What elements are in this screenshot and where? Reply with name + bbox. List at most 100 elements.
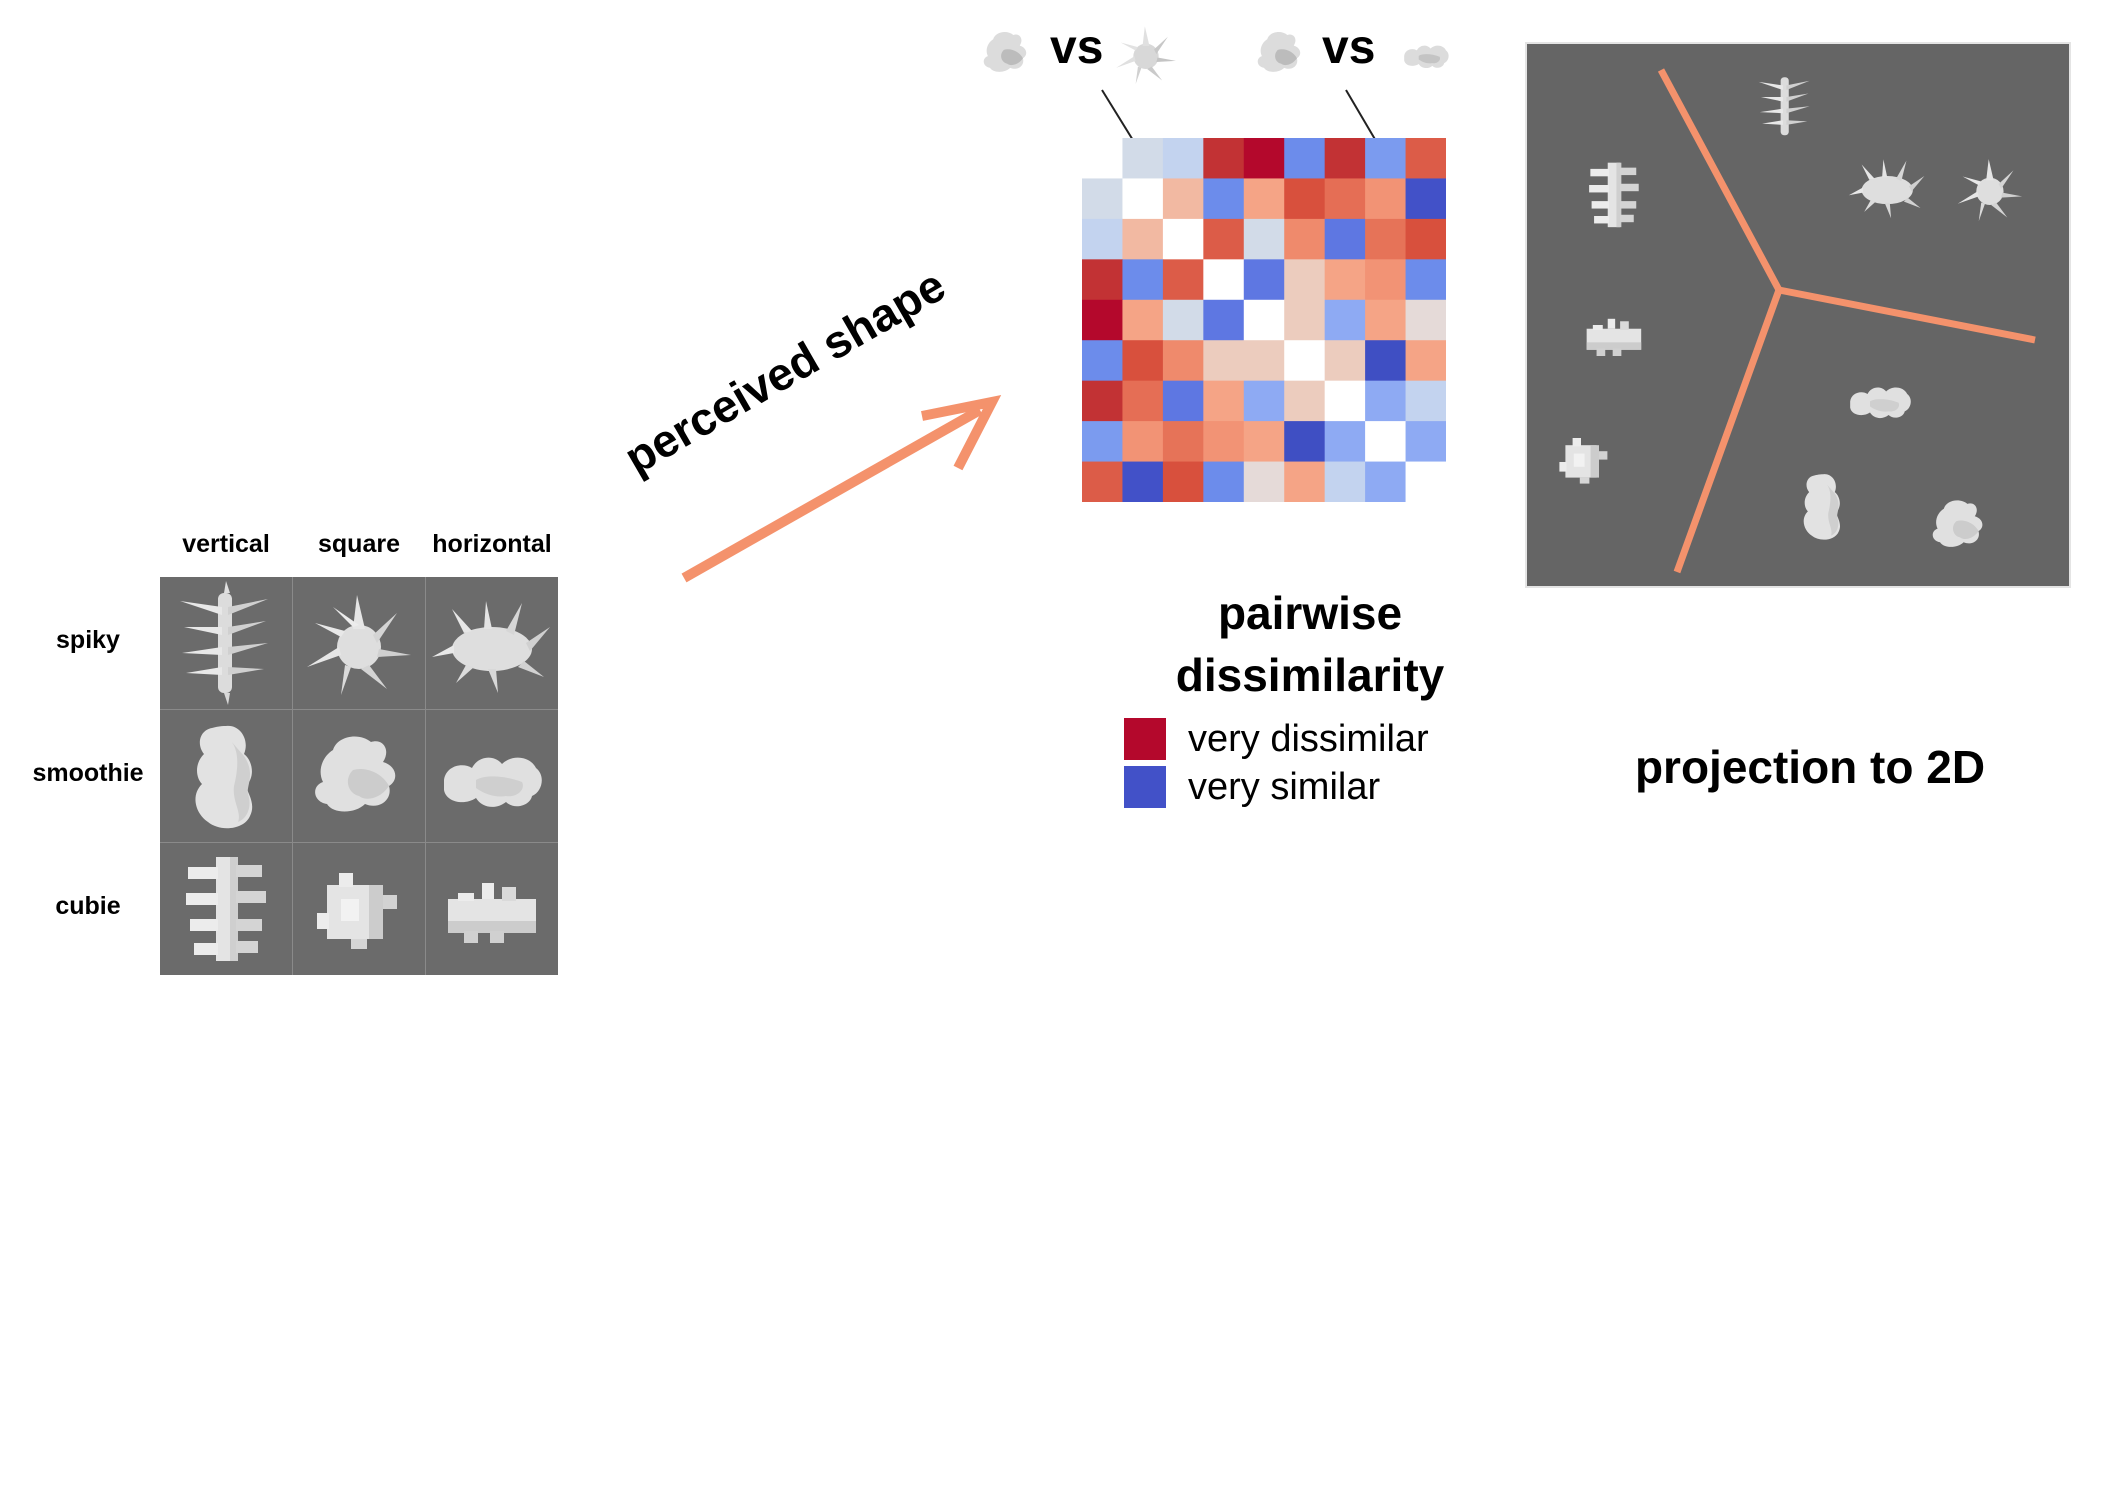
vs-label: vs: [1050, 21, 1104, 74]
heatmap-cell-7-1: [1122, 421, 1164, 463]
heatmap-cell-1-2: [1162, 178, 1204, 220]
heatmap-cell-6-8: [1405, 380, 1446, 422]
cubie-horizontal-icon: [448, 883, 536, 943]
heatmap-cell-6-0: [1082, 380, 1123, 422]
projection-panel: [1525, 42, 2071, 588]
heatmap-cell-5-2: [1162, 340, 1204, 382]
heatmap-cell-8-6: [1324, 461, 1366, 502]
legend-swatch-similar: [1124, 766, 1166, 808]
heatmap-cell-3-6: [1324, 259, 1366, 301]
heatmap-cell-0-8: [1405, 138, 1446, 179]
heatmap-cell-3-8: [1405, 259, 1446, 301]
smoothie-horizontal-icon: [1850, 387, 1911, 419]
heatmap-cell-0-1: [1122, 138, 1164, 179]
heatmap-cell-1-4: [1243, 178, 1285, 220]
heatmap-cell-3-2: [1162, 259, 1204, 301]
heatmap-cell-4-8: [1405, 299, 1446, 341]
heatmap-cell-8-7: [1365, 461, 1407, 502]
heatmap-cell-0-6: [1324, 138, 1366, 179]
column-header-square: square: [318, 530, 400, 558]
heatmap-cell-1-0: [1082, 178, 1123, 220]
heatmap-cell-8-1: [1122, 461, 1164, 502]
heatmap-cell-4-7: [1365, 299, 1407, 341]
heatmap-cell-4-2: [1162, 299, 1204, 341]
smoothie-square-icon: [315, 736, 396, 812]
smoothie-square-icon: [1932, 500, 1983, 547]
stimulus-grid: [160, 577, 558, 975]
heatmap-cell-4-0: [1082, 299, 1123, 341]
heatmap-cell-4-1: [1122, 299, 1164, 341]
projection-plot: [1559, 68, 2036, 574]
heatmap-cell-1-5: [1284, 178, 1326, 220]
heatmap-title: pairwise dissimilarity: [1175, 587, 1445, 701]
row-header-spiky: spiky: [56, 626, 120, 654]
heatmap-cell-5-5: [1284, 340, 1326, 382]
grid-divider: [425, 577, 426, 975]
heatmap-cell-3-3: [1203, 259, 1245, 301]
heatmap-cell-0-0: [1082, 138, 1123, 179]
heatmap-cell-6-6: [1324, 380, 1366, 422]
smoothie-square-icon: [983, 32, 1027, 72]
cubie-square-icon: [317, 873, 397, 949]
heatmap-cell-3-5: [1284, 259, 1326, 301]
heatmap-cell-6-2: [1162, 380, 1204, 422]
heatmap-cell-0-7: [1365, 138, 1407, 179]
projection-title: projection to 2D: [1634, 741, 1986, 793]
heatmap-cell-2-4: [1243, 218, 1285, 260]
column-header-horizontal: horizontal: [432, 530, 552, 558]
heatmap-cell-6-3: [1203, 380, 1245, 422]
heatmap-cell-4-4: [1243, 299, 1285, 341]
heatmap-cell-1-3: [1203, 178, 1245, 220]
heatmap-cell-7-2: [1162, 421, 1204, 463]
heatmap-cell-4-5: [1284, 299, 1326, 341]
heatmap-cell-2-7: [1365, 218, 1407, 260]
heatmap-cell-2-5: [1284, 218, 1326, 260]
heatmap-cell-5-6: [1324, 340, 1366, 382]
heatmap-cell-7-5: [1284, 421, 1326, 463]
grid-divider: [160, 709, 558, 710]
heatmap-cell-5-7: [1365, 340, 1407, 382]
smoothie-horizontal-icon: [1404, 45, 1449, 69]
legend-label-similar: very similar: [1188, 765, 1381, 808]
heatmap-cell-0-5: [1284, 138, 1326, 179]
heatmap-cell-1-7: [1365, 178, 1407, 220]
heatmap-cell-2-2: [1162, 218, 1204, 260]
heatmap-cell-2-1: [1122, 218, 1164, 260]
spiky-vertical-icon: [180, 581, 268, 705]
heatmap-cell-6-5: [1284, 380, 1326, 422]
heatmap-cell-2-6: [1324, 218, 1366, 260]
heatmap-cell-8-5: [1284, 461, 1326, 502]
heatmap-cell-5-4: [1243, 340, 1285, 382]
heatmap-cell-7-0: [1082, 421, 1123, 463]
cubie-vertical-icon: [186, 857, 266, 961]
heatmap-cell-5-8: [1405, 340, 1446, 382]
legend-swatch-dissimilar: [1124, 718, 1166, 760]
row-header-cubie: cubie: [55, 892, 121, 920]
dissimilarity-heatmap: [1082, 138, 1446, 502]
cubie-square-icon: [1559, 438, 1608, 484]
heatmap-cell-6-1: [1122, 380, 1164, 422]
heatmap-cell-0-3: [1203, 138, 1245, 179]
column-header-vertical: vertical: [182, 530, 270, 558]
spiky-square-icon: [1957, 159, 2023, 222]
heatmap-cell-5-1: [1122, 340, 1164, 382]
heatmap-cell-3-0: [1082, 259, 1123, 301]
heatmap-cell-0-2: [1162, 138, 1204, 179]
heatmap-cell-3-1: [1122, 259, 1164, 301]
legend-label-dissimilar: very dissimilar: [1188, 717, 1429, 760]
smoothie-square-icon: [1257, 32, 1301, 72]
heatmap-cell-8-2: [1162, 461, 1204, 502]
grid-divider: [292, 577, 293, 975]
heatmap-cell-8-8: [1405, 461, 1446, 502]
heatmap-cell-8-3: [1203, 461, 1245, 502]
heatmap-cell-7-7: [1365, 421, 1407, 463]
heatmap-cell-2-8: [1405, 218, 1446, 260]
heatmap-cell-7-4: [1243, 421, 1285, 463]
smoothie-horizontal-icon: [444, 757, 542, 807]
heatmap-cell-8-4: [1243, 461, 1285, 502]
heatmap-cell-1-1: [1122, 178, 1164, 220]
spiky-square-icon: [1116, 26, 1176, 84]
spiky-horizontal-icon: [432, 601, 550, 693]
heatmap-cell-4-3: [1203, 299, 1245, 341]
heatmap-cell-2-0: [1082, 218, 1123, 260]
